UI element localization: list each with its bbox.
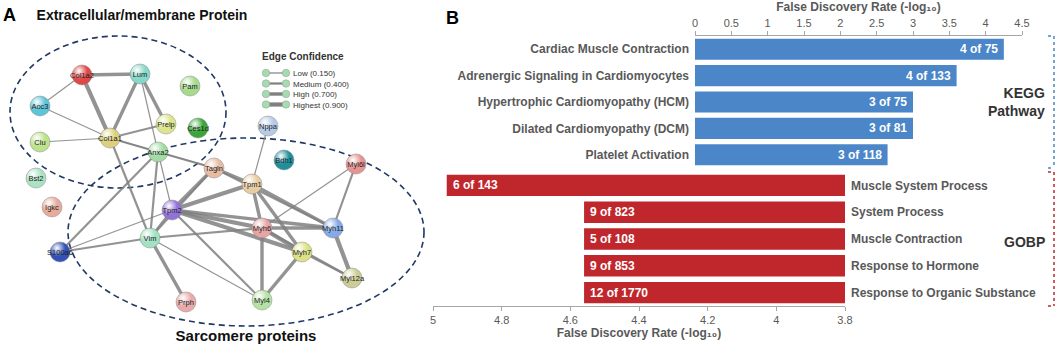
svg-text:Dilated Cardiomyopathy (DCM): Dilated Cardiomyopathy (DCM): [512, 122, 689, 136]
svg-text:3 of 75: 3 of 75: [869, 95, 907, 109]
svg-text:Myl6l: Myl6l: [347, 160, 365, 169]
svg-text:Muscle System Process: Muscle System Process: [851, 179, 988, 193]
svg-text:Col1a2: Col1a2: [70, 71, 94, 80]
svg-text:4: 4: [773, 314, 779, 326]
svg-text:Aoc3: Aoc3: [31, 102, 48, 111]
svg-text:4.8: 4.8: [494, 314, 509, 326]
svg-text:Tpm1: Tpm1: [242, 180, 261, 189]
svg-text:Tagln: Tagln: [205, 164, 223, 173]
svg-text:5: 5: [430, 314, 436, 326]
svg-text:Low (0.150): Low (0.150): [293, 69, 336, 78]
svg-text:Col1a1: Col1a1: [98, 134, 122, 143]
svg-text:2: 2: [837, 17, 843, 29]
svg-text:Myh6: Myh6: [253, 224, 271, 233]
svg-text:Tpm2: Tpm2: [162, 206, 181, 215]
svg-text:Prph: Prph: [178, 298, 194, 307]
svg-text:0: 0: [692, 17, 698, 29]
svg-text:Myl4: Myl4: [254, 296, 270, 305]
svg-text:KEGGPathway: KEGGPathway: [988, 85, 1045, 119]
svg-text:Edge Confidence: Edge Confidence: [262, 51, 344, 62]
svg-text:Bst2: Bst2: [28, 174, 43, 183]
svg-text:Adrenergic Signaling in Cardio: Adrenergic Signaling in Cardiomyocytes: [458, 69, 690, 83]
svg-text:2.5: 2.5: [869, 17, 884, 29]
svg-text:Response to Hormone: Response to Hormone: [851, 259, 979, 273]
svg-text:12 of 1770: 12 of 1770: [590, 286, 648, 300]
svg-text:Highest (0.900): Highest (0.900): [293, 101, 348, 110]
svg-text:Nppa: Nppa: [259, 122, 278, 131]
svg-text:Ces1d: Ces1d: [187, 124, 209, 133]
svg-text:Anxa2: Anxa2: [147, 148, 168, 157]
svg-text:System Process: System Process: [851, 205, 944, 219]
svg-text:4.6: 4.6: [563, 314, 578, 326]
svg-text:3: 3: [910, 17, 916, 29]
svg-text:B: B: [446, 8, 459, 28]
svg-text:3.8: 3.8: [837, 314, 852, 326]
svg-text:9 of 853: 9 of 853: [590, 259, 635, 273]
svg-text:5 of 108: 5 of 108: [590, 232, 635, 246]
svg-text:3.5: 3.5: [942, 17, 957, 29]
svg-text:Myh11: Myh11: [322, 224, 344, 233]
svg-text:GOBP: GOBP: [1004, 234, 1045, 250]
svg-text:1.5: 1.5: [796, 17, 811, 29]
svg-text:Myh7: Myh7: [293, 248, 311, 257]
svg-text:Muscle Contraction: Muscle Contraction: [851, 232, 962, 246]
svg-text:Hypertrophic Cardiomyopathy (H: Hypertrophic Cardiomyopathy (HCM): [478, 95, 689, 109]
svg-text:Igkc: Igkc: [45, 203, 59, 212]
svg-text:Prelp: Prelp: [157, 120, 175, 129]
svg-text:3 of 81: 3 of 81: [869, 121, 907, 135]
svg-text:4.4: 4.4: [631, 314, 646, 326]
svg-text:4: 4: [983, 17, 989, 29]
svg-text:Response to Organic Substance: Response to Organic Substance: [851, 286, 1036, 300]
svg-text:4 of 75: 4 of 75: [960, 42, 998, 56]
svg-text:Lum: Lum: [133, 70, 148, 79]
svg-text:1: 1: [765, 17, 771, 29]
svg-text:Bdh1: Bdh1: [275, 156, 293, 165]
svg-text:Extracellular/membrane Protein: Extracellular/membrane Protein: [37, 7, 248, 23]
svg-text:High (0.700): High (0.700): [293, 90, 337, 99]
svg-text:4.5: 4.5: [1014, 17, 1029, 29]
svg-text:Vim: Vim: [144, 234, 157, 243]
svg-text:A: A: [3, 5, 16, 25]
svg-text:0.5: 0.5: [724, 17, 739, 29]
svg-text:4 of 133: 4 of 133: [906, 69, 951, 83]
svg-text:False Discovery Rate (-log₁₀): False Discovery Rate (-log₁₀): [776, 0, 940, 14]
svg-text:Sarcomere proteins: Sarcomere proteins: [176, 327, 317, 344]
svg-text:Myl12a: Myl12a: [340, 274, 365, 283]
svg-text:Pam: Pam: [182, 82, 197, 91]
svg-text:3 of 118: 3 of 118: [838, 148, 882, 162]
svg-text:Clu: Clu: [34, 138, 45, 147]
svg-text:Medium (0.400): Medium (0.400): [293, 80, 349, 89]
svg-text:Platelet Activation: Platelet Activation: [585, 148, 689, 162]
svg-text:4.2: 4.2: [700, 314, 715, 326]
svg-text:Cardiac Muscle Contraction: Cardiac Muscle Contraction: [530, 42, 689, 56]
svg-text:S100a6: S100a6: [47, 248, 73, 257]
svg-text:9 of 823: 9 of 823: [590, 205, 635, 219]
svg-text:6 of 143: 6 of 143: [453, 178, 498, 192]
svg-text:False Discovery Rate (-log₁₀): False Discovery Rate (-log₁₀): [557, 326, 721, 340]
